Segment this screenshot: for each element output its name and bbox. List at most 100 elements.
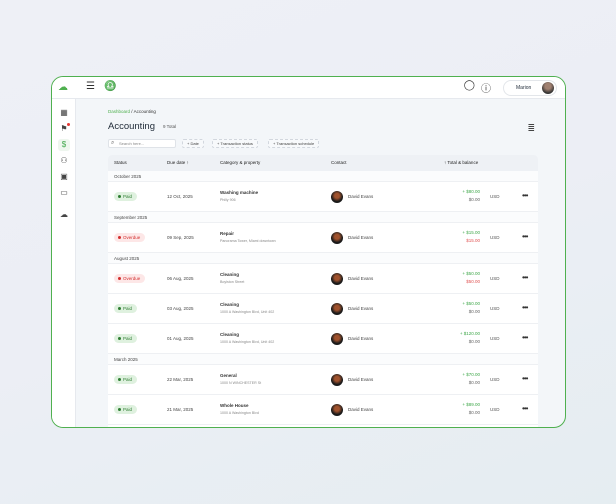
due-date: 09 Sep, 2025 (167, 235, 194, 240)
cloud-settings-icon[interactable]: ☁ (60, 210, 68, 219)
table-row[interactable]: Paid 03 Aug, 2025 Cleaning 1000 A Washin… (108, 294, 538, 324)
contact-avatar (331, 273, 343, 285)
amount: + $89.00 (462, 402, 480, 407)
property: 1000 N WINCHESTER St (220, 381, 262, 385)
table-row[interactable]: Overdue 06 Aug, 2025 Cleaning Boylston S… (108, 264, 538, 294)
megaphone-icon[interactable]: ⚑ (58, 123, 70, 135)
cloud-logo-icon[interactable]: ☁ (58, 82, 68, 93)
property: 1000 A Washington Blvd (220, 411, 259, 415)
contact-name[interactable]: David Evans (348, 306, 374, 311)
currency: USD (490, 306, 500, 311)
amount: + $50.00 (462, 271, 480, 276)
col-due-date[interactable]: Due date ↑ (167, 160, 189, 165)
amount: + $70.00 (462, 372, 480, 377)
contacts-icon[interactable]: ⚇ (60, 156, 68, 165)
hamburger-menu-icon[interactable]: ☰ (86, 81, 95, 92)
filter-transaction-status[interactable]: + Transaction status (212, 139, 258, 148)
filter-date[interactable]: + Date (182, 139, 204, 148)
balance: $50.00 (466, 279, 480, 284)
breadcrumb: Dashboard / Accounting (108, 109, 156, 114)
breadcrumb-dashboard[interactable]: Dashboard (108, 109, 131, 114)
contact-avatar (331, 333, 343, 345)
more-options-icon[interactable]: ••• (522, 303, 528, 312)
currency: USD (490, 235, 500, 240)
category: Washing machine (220, 190, 259, 195)
group-header: October 2025 (108, 171, 538, 182)
more-options-icon[interactable]: ••• (522, 232, 528, 241)
contact-name[interactable]: David Evans (348, 336, 374, 341)
col-contact[interactable]: Contact (331, 160, 347, 165)
sidebar: ☁ ▦ ⚑ $ ⚇ ▣ ▭ ☁ (52, 82, 76, 427)
page-title: Accounting (108, 121, 156, 132)
total-count: 9 Total (163, 124, 177, 129)
contact-avatar (331, 374, 343, 386)
balance: $0.00 (468, 410, 480, 415)
contact-avatar (331, 191, 343, 203)
col-total[interactable]: ↑ Total & balance (444, 160, 479, 165)
amount: + $50.00 (462, 301, 480, 306)
status-badge: Paid (114, 304, 138, 313)
search-placeholder: Search here... (119, 141, 145, 146)
contact-avatar (331, 303, 343, 315)
more-options-icon[interactable]: ••• (522, 404, 528, 413)
balance: $0.00 (468, 197, 480, 202)
amount: + $15.00 (462, 230, 480, 235)
contact-name[interactable]: David Evans (348, 235, 374, 240)
top-bar: ☰ ♎ ◯ ⓘ Marion (52, 77, 565, 99)
property: Panorama Tower, Miami downtown (220, 239, 276, 243)
help-icon[interactable]: ⓘ (481, 84, 491, 95)
filter-transaction-schedule[interactable]: + Transaction schedule (268, 139, 320, 148)
status-badge: Overdue (114, 274, 146, 283)
group-header: September 2025 (108, 212, 538, 223)
breadcrumb-current: Accounting (133, 109, 156, 114)
contact-avatar (331, 404, 343, 416)
app-window: ☰ ♎ ◯ ⓘ Marion ☁ ▦ ⚑ $ ⚇ ▣ ▭ ☁ Dashboard… (51, 76, 566, 428)
more-options-icon[interactable]: ••• (522, 191, 528, 200)
balance: $15.00 (466, 238, 480, 243)
table-row[interactable]: Paid 12 Oct, 2025 Washing machine Philly… (108, 182, 538, 212)
user-menu[interactable]: Marion (503, 80, 557, 96)
table-row[interactable]: Paid 22 Mar, 2025 General 1000 N WINCHES… (108, 365, 538, 395)
user-name: Marion (516, 85, 532, 91)
contact-name[interactable]: David Evans (348, 407, 374, 412)
currency: USD (490, 194, 500, 199)
folder-icon[interactable]: ▭ (60, 188, 68, 197)
category: Repair (220, 231, 235, 236)
more-options-icon[interactable]: ••• (522, 333, 528, 342)
col-status[interactable]: Status (114, 160, 127, 165)
contact-name[interactable]: David Evans (348, 276, 374, 281)
category: Cleaning (220, 302, 240, 307)
amount: + $120.00 (459, 331, 480, 336)
due-date: 22 Mar, 2025 (167, 377, 194, 382)
transactions-table: Status Due date ↑ Category & property Co… (108, 155, 538, 427)
balance: $0.00 (468, 309, 480, 314)
category: General (220, 373, 237, 378)
contact-name[interactable]: David Evans (348, 194, 374, 199)
table-row[interactable]: Overdue 09 Sep, 2025 Repair Panorama Tow… (108, 223, 538, 253)
table-row[interactable]: Paid 21 Mar, 2025 Whole House 1000 A Was… (108, 395, 538, 425)
dashboard-icon[interactable]: ▦ (60, 108, 68, 117)
category: Cleaning (220, 332, 240, 337)
search-icon: ⌕ (111, 140, 115, 146)
more-options-icon[interactable]: ••• (522, 273, 528, 282)
notification-bell-icon[interactable]: ♎ (104, 81, 117, 92)
currency: USD (490, 276, 500, 281)
group-header: August 2025 (108, 253, 538, 264)
due-date: 06 Aug, 2025 (167, 276, 194, 281)
status-badge: Overdue (114, 233, 146, 242)
breadcrumb-separator: / (131, 109, 133, 114)
status-badge: Paid (114, 334, 138, 343)
calendar-icon[interactable]: ▣ (60, 172, 68, 181)
chat-icon[interactable]: ◯ (463, 80, 475, 91)
due-date: 12 Oct, 2025 (167, 194, 193, 199)
status-badge: Paid (114, 405, 138, 414)
contact-name[interactable]: David Evans (348, 377, 374, 382)
col-category[interactable]: Category & property (220, 160, 261, 165)
more-options-icon[interactable]: ••• (522, 374, 528, 383)
table-row[interactable]: Paid 01 Aug, 2025 Cleaning 1000 A Washin… (108, 324, 538, 354)
search-input[interactable]: ⌕ Search here... (108, 139, 176, 148)
list-view-icon[interactable]: ≣ (527, 123, 535, 133)
amount: + $80.00 (462, 189, 480, 194)
accounting-icon[interactable]: $ (58, 139, 70, 151)
group-header: March 2025 (108, 354, 538, 365)
